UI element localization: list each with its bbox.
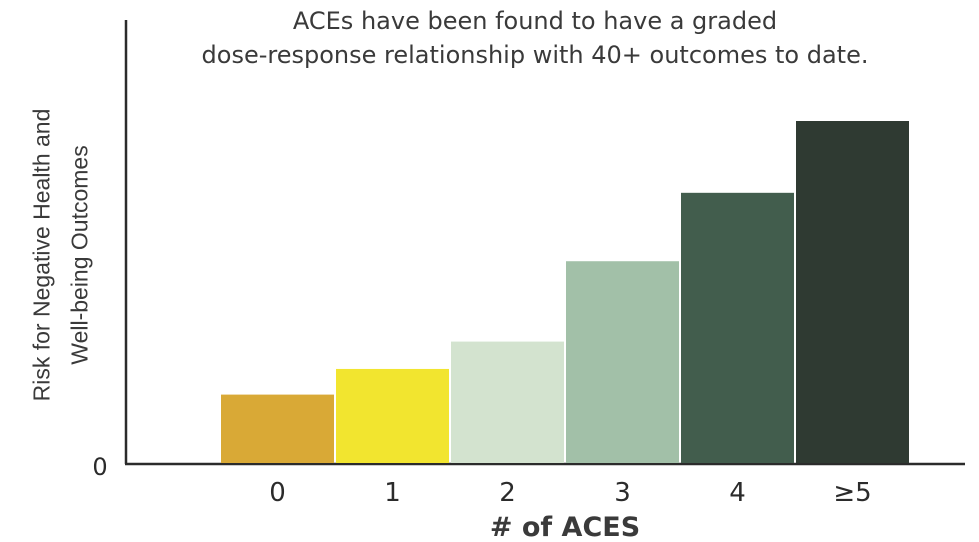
bar-1 — [336, 368, 449, 463]
bar-4 — [681, 192, 794, 463]
x-tick-label-0: 0 — [269, 478, 286, 508]
bar-5 — [796, 121, 909, 463]
x-axis-label: # of ACES — [490, 512, 640, 542]
x-tick-label-5: ≥5 — [833, 478, 871, 508]
bar-3 — [566, 261, 679, 463]
x-tick-label-1: 1 — [384, 478, 401, 508]
x-tick-label-4: 4 — [729, 478, 746, 508]
x-tick-label-3: 3 — [614, 478, 631, 508]
y-tick-label-0: 0 — [92, 453, 107, 481]
chart-title-line-2: dose-response relationship with 40+ outc… — [201, 41, 869, 69]
bar-2 — [451, 341, 564, 463]
x-tick-label-2: 2 — [499, 478, 516, 508]
bar-0 — [221, 394, 334, 463]
chart-title-line-1: ACEs have been found to have a graded — [292, 7, 778, 35]
